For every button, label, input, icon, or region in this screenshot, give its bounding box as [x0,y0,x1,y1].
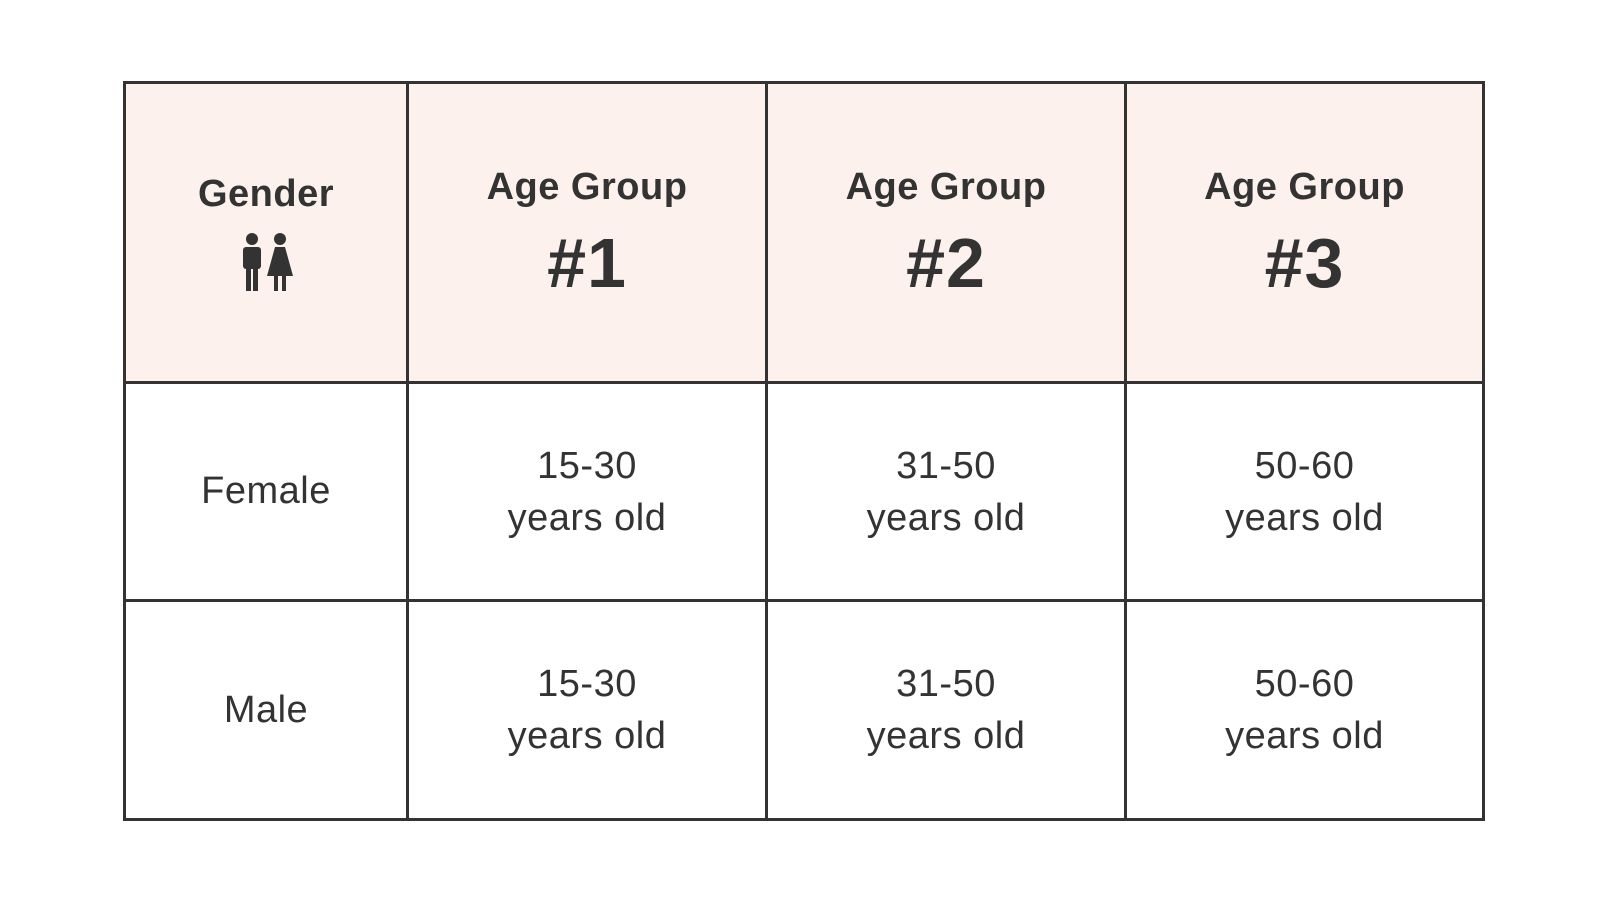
age-group-table: Gender Age Group #1 Age Group #2 Age Gro… [123,81,1485,821]
table-cell: 31-50 years old [768,384,1127,602]
age-group-title: Age Group [845,165,1047,208]
age-group-number: #3 [1264,224,1345,303]
age-range: 15-30 [537,663,637,705]
age-unit: years old [866,496,1026,539]
age-unit: years old [1225,715,1384,757]
age-group-number: #2 [906,224,986,303]
table-cell: 31-50 years old [768,602,1127,818]
table-cell: 15-30 years old [409,384,768,602]
age-range: 15-30 [537,444,637,487]
age-range: 31-50 [896,444,996,487]
age-group-title: Age Group [1204,165,1405,208]
row-label-female: Female [201,470,331,512]
header-gender-cell: Gender [126,84,409,384]
header-age-group-1: Age Group #1 [409,84,768,384]
age-range: 50-60 [1254,663,1355,705]
age-group-title: Age Group [486,165,688,208]
row-label-cell: Female [126,384,409,602]
age-unit: years old [507,496,667,539]
row-label-cell: Male [126,602,409,818]
age-range: 31-50 [896,663,996,705]
row-label-male: Male [223,688,309,731]
header-age-group-2: Age Group #2 [768,84,1127,384]
age-group-number: #1 [547,224,627,303]
table-cell: 50-60 years old [1127,602,1482,818]
gender-header-label: Gender [197,172,335,215]
header-age-group-3: Age Group #3 [1127,84,1482,384]
age-range: 50-60 [1254,444,1355,487]
table-cell: 15-30 years old [409,602,768,818]
age-unit: years old [1225,496,1384,539]
age-unit: years old [507,715,667,757]
restroom-icon [243,233,293,292]
age-unit: years old [866,715,1026,757]
table-cell: 50-60 years old [1127,384,1482,602]
